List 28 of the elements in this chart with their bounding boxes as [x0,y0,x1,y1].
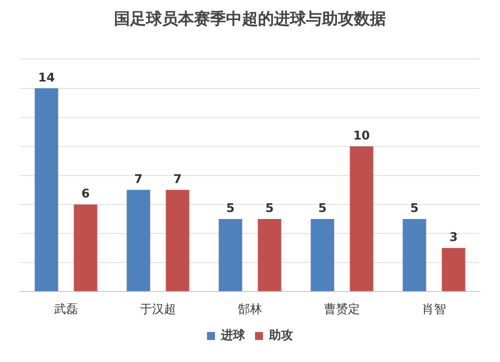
bar [350,146,374,292]
bar [258,218,282,292]
x-tick-label: 肖智 [422,302,446,316]
bar [402,218,426,292]
data-label: 10 [353,128,370,142]
data-label: 5 [265,201,274,216]
data-label: 5 [410,201,419,216]
bar [34,88,58,292]
legend-label: 助攻 [268,328,293,342]
x-tick-label: 郜林 [238,302,262,316]
x-tick-label: 曹赟定 [324,302,360,316]
legend-label: 进球 [220,328,246,342]
bar [126,190,150,292]
data-label: 5 [318,201,327,216]
data-label: 5 [226,201,235,216]
data-label: 14 [38,70,55,84]
x-tick-label: 于汉超 [140,302,176,316]
data-label: 7 [134,172,143,186]
bar [166,190,190,292]
chart-title: 国足球员本赛季中超的进球与助攻数据 [114,8,386,28]
data-label: 6 [81,186,90,201]
bar [442,248,466,292]
bar [310,218,334,292]
bar [218,218,242,292]
x-tick-label: 武磊 [54,302,78,316]
data-label: 7 [173,172,182,186]
bar [74,204,98,292]
data-label: 3 [449,230,458,244]
